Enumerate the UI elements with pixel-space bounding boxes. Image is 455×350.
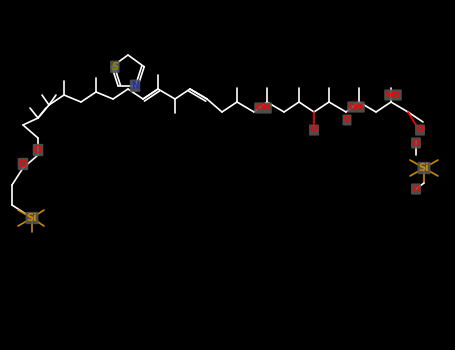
Text: O: O xyxy=(34,145,42,155)
Text: O: O xyxy=(416,126,424,134)
Text: OH: OH xyxy=(349,103,364,112)
Text: O: O xyxy=(19,159,27,169)
Text: Si: Si xyxy=(27,213,37,223)
Text: S: S xyxy=(111,62,118,72)
Text: O: O xyxy=(344,116,350,125)
Text: O: O xyxy=(310,126,318,134)
Text: HO: HO xyxy=(385,91,401,99)
Text: N: N xyxy=(131,81,139,91)
Text: O: O xyxy=(412,139,420,147)
Text: O: O xyxy=(412,184,420,194)
Text: Si: Si xyxy=(419,163,430,173)
Text: OH: OH xyxy=(255,104,271,112)
